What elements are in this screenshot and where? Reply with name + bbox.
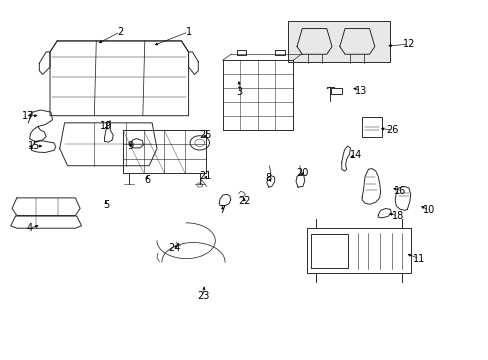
Text: 15: 15 xyxy=(28,141,41,151)
Text: 24: 24 xyxy=(167,243,180,253)
Text: 20: 20 xyxy=(296,168,308,178)
Text: 26: 26 xyxy=(386,125,398,135)
Text: 10: 10 xyxy=(422,205,434,215)
Text: 9: 9 xyxy=(127,141,133,151)
Text: 5: 5 xyxy=(102,200,109,210)
Text: 19: 19 xyxy=(100,121,112,131)
Bar xyxy=(362,117,381,137)
Text: 23: 23 xyxy=(197,291,209,301)
Text: 22: 22 xyxy=(238,197,250,206)
Text: 2: 2 xyxy=(117,27,123,37)
Text: 8: 8 xyxy=(265,173,271,183)
Text: 7: 7 xyxy=(219,205,225,215)
Text: 12: 12 xyxy=(402,39,414,49)
Text: 16: 16 xyxy=(393,186,406,196)
Text: 4: 4 xyxy=(26,223,33,233)
Text: 18: 18 xyxy=(391,211,403,221)
Text: 1: 1 xyxy=(185,27,191,37)
Text: 25: 25 xyxy=(199,130,211,140)
Text: 11: 11 xyxy=(412,253,425,264)
Bar xyxy=(287,21,389,62)
Text: 17: 17 xyxy=(22,111,34,121)
Text: 3: 3 xyxy=(236,87,242,98)
Text: 6: 6 xyxy=(144,175,150,185)
Text: 13: 13 xyxy=(354,86,366,96)
Text: 21: 21 xyxy=(199,171,211,181)
Text: 14: 14 xyxy=(349,150,362,160)
